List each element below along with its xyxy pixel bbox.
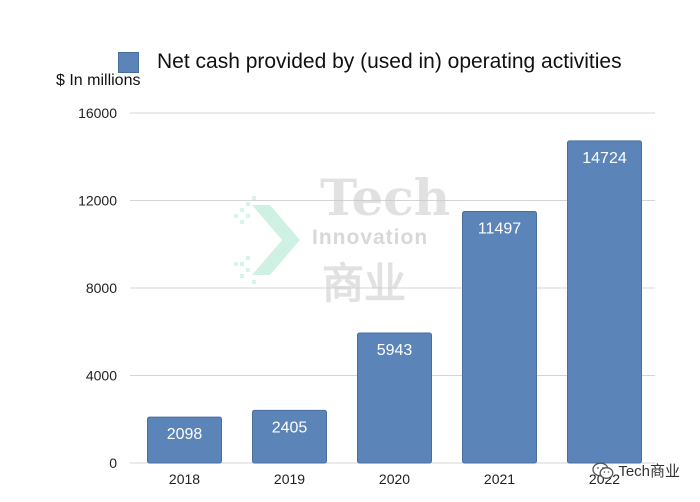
watermark-dot [246,256,250,260]
bar [147,416,222,464]
bar-value-label: 2405 [272,419,308,436]
chart-legend: Net cash provided by (used in) operating… [118,50,622,74]
x-tick-label: 2021 [484,471,515,487]
legend-label: Net cash provided by (used in) operating… [157,50,622,73]
bar [567,140,642,464]
watermark-arrow-logo [234,196,300,284]
watermark-dot [234,262,238,266]
watermark-dot [240,262,244,266]
footer-text: Tech商业 [618,463,680,480]
legend-swatch [118,51,139,73]
x-tick-label: 2019 [274,471,305,487]
x-tick-label: 2018 [169,471,200,487]
watermark-dot [252,196,256,200]
x-tick-label: 2020 [379,471,410,487]
bar-value-label: 5943 [377,342,413,359]
y-tick-label: 12000 [78,193,117,209]
bar-value-label: 2098 [167,426,203,443]
watermark-dot [246,202,250,206]
watermark-dot [240,208,244,212]
wechat-icon [592,462,614,479]
bar [357,332,432,464]
watermark-dot [234,214,238,218]
y-tick-label: 0 [109,455,117,471]
y-axis-unit-label: $ In millions [56,72,141,89]
bar-value-label: 14724 [582,150,627,167]
y-tick-label: 4000 [86,368,117,384]
bar [252,409,327,464]
watermark-dot [246,214,250,218]
footer-brand: Tech商业 [592,460,680,481]
y-tick-label: 16000 [78,105,117,121]
watermark-dot [252,280,256,284]
watermark-arrow-shape [252,205,300,275]
bar [462,211,537,464]
bar-value-label: 11497 [478,221,521,238]
watermark-dot [240,220,244,224]
watermark-dot [246,268,250,272]
watermark-dot [240,274,244,278]
y-tick-label: 8000 [86,280,117,296]
